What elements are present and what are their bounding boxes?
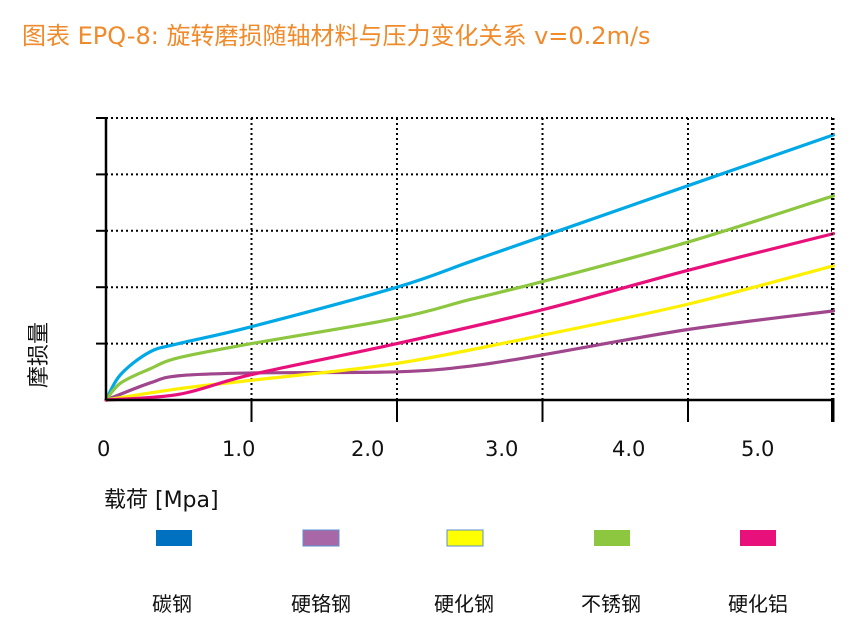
- x-tick-label: 2.0: [351, 437, 384, 461]
- legend-swatch-2: [302, 529, 340, 547]
- legend: 碳钢 硬铬钢 硬化钢 不锈钢 硬化铝: [152, 529, 788, 616]
- x-tick-label: 0: [97, 437, 110, 461]
- x-tick-labels: 0 1.0 2.0 3.0 4.0 5.0: [97, 437, 774, 461]
- x-tick-label: 3.0: [485, 437, 518, 461]
- x-tick-label: 5.0: [741, 437, 774, 461]
- series-line-2: [104, 309, 836, 402]
- axes: [96, 117, 835, 422]
- legend-label-4: 不锈钢: [581, 592, 641, 616]
- grid: [106, 118, 835, 400]
- plot-area: [104, 133, 836, 402]
- chart-title: 图表 EPQ-8: 旋转磨损随轴材料与压力变化关系 v=0.2m/s: [22, 22, 651, 50]
- series-line-3: [104, 264, 836, 402]
- series-line-5: [104, 232, 836, 402]
- legend-label-2: 硬铬钢: [291, 592, 351, 616]
- legend-swatch-4: [594, 530, 630, 546]
- legend-label-1: 碳钢: [152, 592, 192, 616]
- series-line-1: [104, 133, 836, 402]
- legend-label-3: 硬化钢: [434, 592, 494, 616]
- legend-swatch-3: [446, 529, 484, 547]
- series-line-4: [104, 194, 836, 402]
- legend-swatch-1: [156, 530, 192, 546]
- legend-label-5: 硬化铝: [728, 592, 788, 616]
- x-tick-label: 4.0: [612, 437, 645, 461]
- x-axis-title: 载荷 [Mpa]: [104, 488, 219, 513]
- legend-swatch-5: [740, 530, 776, 546]
- y-axis-title: 摩损量: [27, 322, 52, 388]
- x-tick-label: 1.0: [222, 437, 255, 461]
